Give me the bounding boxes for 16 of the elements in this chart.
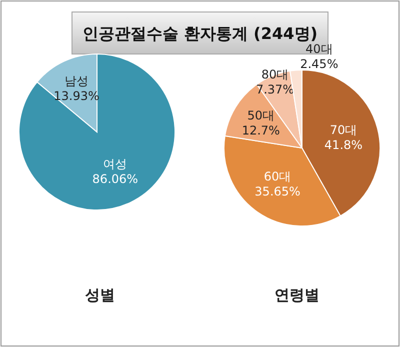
slice-label: 40대 [306, 42, 333, 56]
slice-label: 80대 [261, 68, 289, 82]
text: 연령별 [274, 286, 320, 304]
data-label: 41.8% [324, 138, 363, 152]
slice-label: 여성 [103, 156, 128, 171]
data-label: 35.65% [254, 184, 300, 198]
slice-label: 60대 [264, 169, 292, 184]
data-label: 7.37% [256, 82, 294, 97]
slice-label: 남성 [64, 74, 89, 88]
slice-label: 70대 [330, 123, 358, 138]
data-label: 86.06% [92, 172, 138, 186]
slice-label: 50대 [247, 108, 275, 123]
data-label: 12.7% [242, 124, 280, 138]
chart-title: 인공관절수술 환자통계 (244명) [82, 24, 318, 43]
data-label: 2.45% [300, 56, 338, 71]
text: 성별 [85, 286, 115, 304]
